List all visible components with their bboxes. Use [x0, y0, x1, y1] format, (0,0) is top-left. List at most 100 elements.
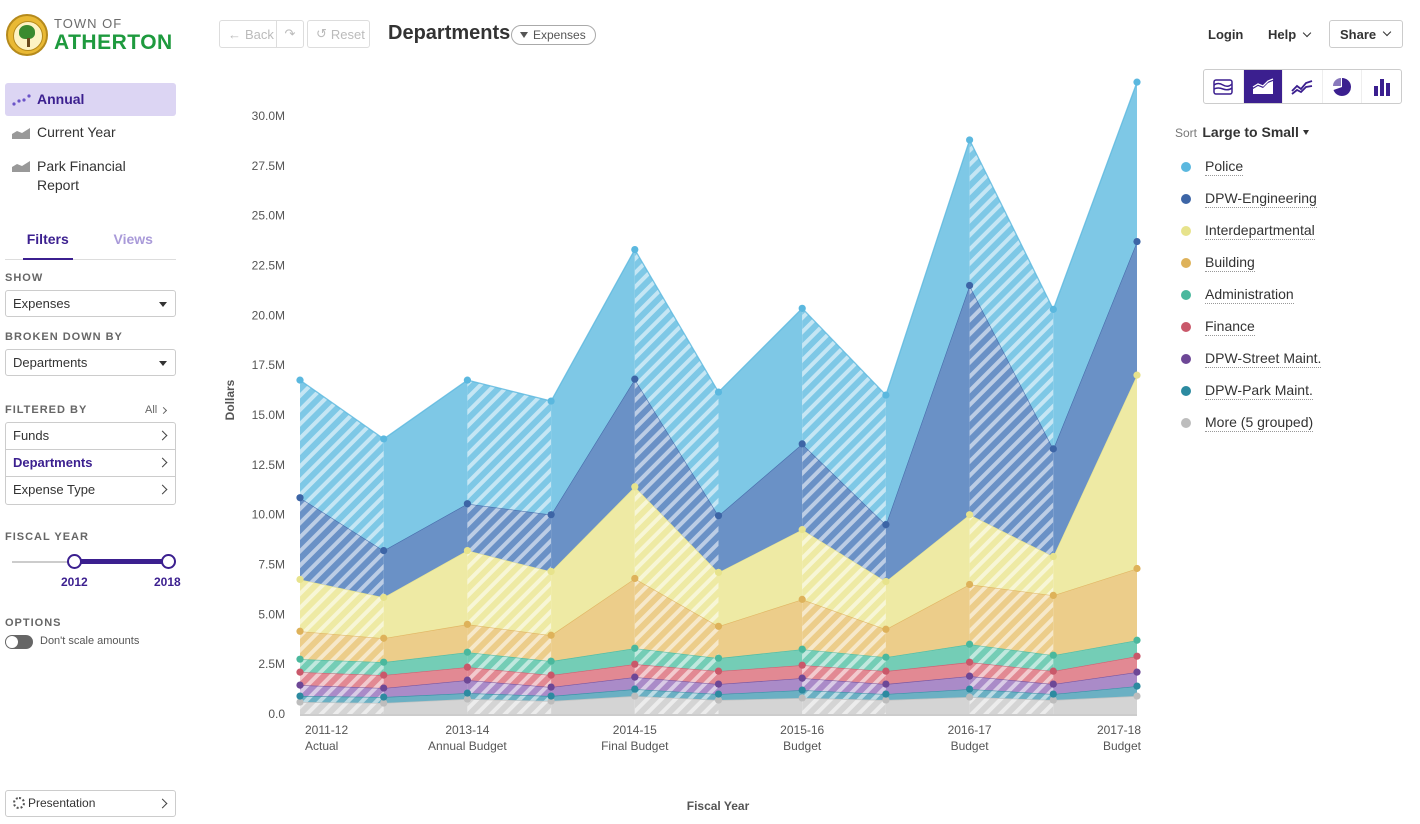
data-point[interactable]	[380, 693, 388, 701]
data-point[interactable]	[296, 494, 304, 502]
data-point[interactable]	[882, 653, 890, 661]
area-segment[interactable]	[885, 662, 970, 685]
data-point[interactable]	[798, 694, 806, 702]
area-segment[interactable]	[383, 624, 468, 663]
data-point[interactable]	[1049, 305, 1057, 313]
legend-item[interactable]: Administration	[1181, 286, 1294, 304]
data-point[interactable]	[714, 622, 723, 630]
data-point[interactable]	[882, 680, 890, 688]
data-point[interactable]	[463, 648, 471, 656]
data-point[interactable]	[1133, 78, 1141, 86]
data-point[interactable]	[1133, 237, 1141, 246]
data-point[interactable]	[296, 668, 304, 676]
data-point[interactable]	[966, 281, 974, 290]
data-point[interactable]	[547, 671, 555, 679]
legend-item[interactable]: Interdepartmental	[1181, 222, 1315, 240]
data-point[interactable]	[798, 595, 806, 603]
data-point[interactable]	[1049, 690, 1057, 698]
tab-filters[interactable]: Filters	[5, 228, 91, 260]
data-point[interactable]	[631, 245, 639, 254]
area-segment[interactable]	[551, 689, 635, 702]
data-point[interactable]	[798, 526, 806, 534]
area-segment[interactable]	[383, 380, 468, 551]
share-button[interactable]: Share	[1329, 20, 1403, 48]
area-segment[interactable]	[1053, 672, 1137, 695]
area-segment[interactable]	[718, 529, 803, 627]
data-point[interactable]	[296, 575, 304, 584]
data-point[interactable]	[1049, 667, 1057, 675]
data-point[interactable]	[882, 690, 890, 698]
data-point[interactable]	[631, 660, 639, 668]
area-segment[interactable]	[551, 486, 635, 636]
area-segment[interactable]	[551, 578, 635, 662]
area-segment[interactable]	[1053, 375, 1137, 596]
data-point[interactable]	[966, 580, 974, 589]
presentation-button[interactable]: Presentation	[5, 790, 176, 817]
area-segment[interactable]	[1053, 686, 1137, 701]
data-point[interactable]	[380, 658, 388, 666]
data-point[interactable]	[714, 690, 723, 698]
data-point[interactable]	[882, 625, 890, 633]
data-point[interactable]	[631, 644, 639, 652]
town-logo[interactable]: TOWN OF ATHERTON	[6, 12, 186, 58]
data-point[interactable]	[1133, 652, 1141, 660]
area-segment[interactable]	[383, 503, 468, 598]
data-point[interactable]	[547, 657, 555, 665]
data-point[interactable]	[966, 693, 974, 701]
legend-item[interactable]: DPW-Park Maint.	[1181, 382, 1313, 400]
data-point[interactable]	[631, 483, 639, 491]
data-point[interactable]	[296, 627, 304, 635]
data-point[interactable]	[714, 388, 723, 396]
area-segment[interactable]	[1053, 656, 1137, 685]
data-point[interactable]	[463, 376, 471, 384]
data-point[interactable]	[1133, 636, 1141, 644]
area-segment[interactable]	[718, 678, 803, 695]
data-point[interactable]	[714, 680, 723, 688]
data-point[interactable]	[547, 631, 555, 639]
area-segment[interactable]	[383, 680, 468, 698]
data-point[interactable]	[714, 568, 723, 577]
data-point[interactable]	[1133, 668, 1141, 676]
data-point[interactable]	[798, 686, 806, 694]
data-point[interactable]	[463, 500, 471, 508]
login-link[interactable]: Login	[1208, 27, 1244, 42]
data-point[interactable]	[380, 593, 388, 601]
expenses-filter-pill[interactable]: Expenses	[511, 25, 596, 45]
area-segment[interactable]	[383, 667, 468, 689]
data-point[interactable]	[380, 671, 388, 679]
area-segment[interactable]	[718, 308, 803, 516]
data-point[interactable]	[1049, 680, 1057, 688]
data-point[interactable]	[798, 661, 806, 669]
nav-item-park-financial-report[interactable]: Park Financial Report	[5, 149, 155, 203]
data-point[interactable]	[547, 511, 555, 519]
legend-item[interactable]: More (5 grouped)	[1181, 414, 1314, 432]
data-point[interactable]	[380, 634, 388, 642]
filter-departments[interactable]: Departments	[6, 450, 175, 477]
area-segment[interactable]	[718, 599, 803, 659]
broken-down-select[interactable]: Departments	[5, 349, 176, 376]
reset-button[interactable]: ↺ Reset	[307, 20, 370, 48]
area-segment[interactable]	[1053, 241, 1137, 557]
area-segment[interactable]	[383, 550, 468, 639]
area-segment[interactable]	[551, 696, 635, 714]
data-point[interactable]	[966, 672, 974, 680]
data-point[interactable]	[714, 667, 723, 675]
data-point[interactable]	[380, 699, 388, 707]
fiscal-year-slider-end-handle[interactable]	[161, 554, 176, 569]
area-segment[interactable]	[718, 649, 803, 672]
area-segment[interactable]	[383, 699, 468, 714]
back-button[interactable]: ← Back	[219, 20, 277, 48]
area-segment[interactable]	[1053, 640, 1137, 672]
data-point[interactable]	[631, 673, 639, 681]
data-point[interactable]	[966, 136, 974, 144]
area-segment[interactable]	[551, 249, 635, 515]
data-point[interactable]	[463, 663, 471, 671]
data-point[interactable]	[798, 645, 806, 653]
data-point[interactable]	[798, 440, 806, 448]
data-point[interactable]	[1133, 682, 1141, 690]
data-point[interactable]	[882, 667, 890, 675]
area-segment[interactable]	[885, 644, 970, 672]
data-point[interactable]	[882, 521, 890, 529]
nav-item-annual[interactable]: Annual	[5, 83, 176, 116]
data-point[interactable]	[1133, 371, 1141, 379]
